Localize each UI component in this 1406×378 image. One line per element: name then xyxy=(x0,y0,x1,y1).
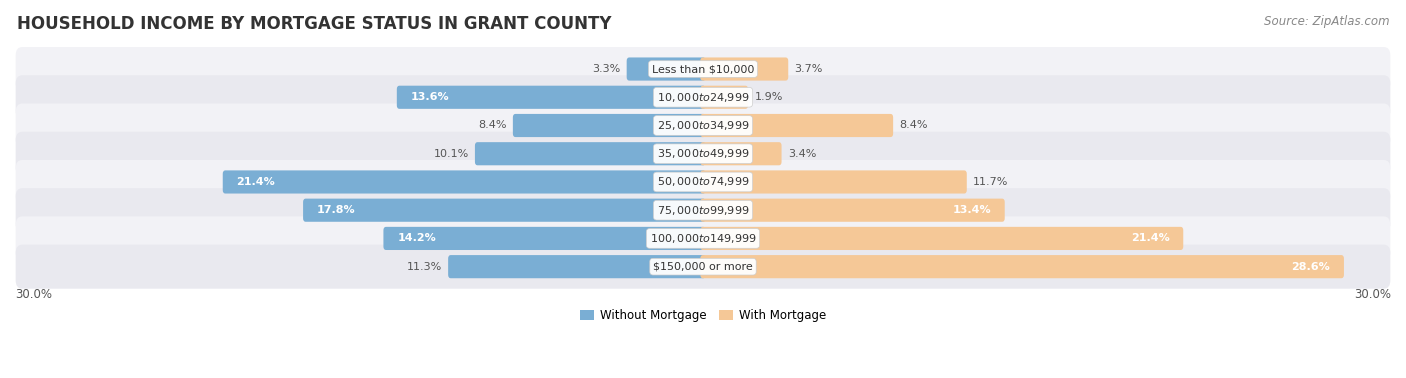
Text: Source: ZipAtlas.com: Source: ZipAtlas.com xyxy=(1264,15,1389,28)
Text: 1.9%: 1.9% xyxy=(755,92,783,102)
FancyBboxPatch shape xyxy=(700,198,1005,222)
Text: $100,000 to $149,999: $100,000 to $149,999 xyxy=(650,232,756,245)
Text: 3.7%: 3.7% xyxy=(794,64,823,74)
Text: 3.4%: 3.4% xyxy=(787,149,815,159)
FancyBboxPatch shape xyxy=(384,227,706,250)
FancyBboxPatch shape xyxy=(15,160,1391,204)
Text: $150,000 or more: $150,000 or more xyxy=(654,262,752,272)
Text: 11.7%: 11.7% xyxy=(973,177,1008,187)
Text: $25,000 to $34,999: $25,000 to $34,999 xyxy=(657,119,749,132)
FancyBboxPatch shape xyxy=(700,227,1184,250)
FancyBboxPatch shape xyxy=(700,57,789,81)
Text: 14.2%: 14.2% xyxy=(398,234,436,243)
Text: $10,000 to $24,999: $10,000 to $24,999 xyxy=(657,91,749,104)
Text: 13.6%: 13.6% xyxy=(411,92,450,102)
Text: 3.3%: 3.3% xyxy=(592,64,620,74)
FancyBboxPatch shape xyxy=(513,114,706,137)
FancyBboxPatch shape xyxy=(700,86,748,109)
FancyBboxPatch shape xyxy=(700,142,782,165)
FancyBboxPatch shape xyxy=(15,47,1391,91)
Text: $35,000 to $49,999: $35,000 to $49,999 xyxy=(657,147,749,160)
FancyBboxPatch shape xyxy=(222,170,706,194)
FancyBboxPatch shape xyxy=(700,114,893,137)
FancyBboxPatch shape xyxy=(700,255,1344,278)
Text: 11.3%: 11.3% xyxy=(406,262,441,272)
FancyBboxPatch shape xyxy=(700,170,967,194)
Text: 21.4%: 21.4% xyxy=(236,177,276,187)
Text: 10.1%: 10.1% xyxy=(433,149,468,159)
Text: 8.4%: 8.4% xyxy=(478,121,506,130)
Text: 17.8%: 17.8% xyxy=(316,205,356,215)
FancyBboxPatch shape xyxy=(15,132,1391,176)
FancyBboxPatch shape xyxy=(15,75,1391,119)
Text: 28.6%: 28.6% xyxy=(1291,262,1330,272)
FancyBboxPatch shape xyxy=(15,188,1391,232)
Text: $50,000 to $74,999: $50,000 to $74,999 xyxy=(657,175,749,189)
Text: 21.4%: 21.4% xyxy=(1130,234,1170,243)
Legend: Without Mortgage, With Mortgage: Without Mortgage, With Mortgage xyxy=(575,304,831,327)
Text: Less than $10,000: Less than $10,000 xyxy=(652,64,754,74)
FancyBboxPatch shape xyxy=(449,255,706,278)
Text: 8.4%: 8.4% xyxy=(900,121,928,130)
FancyBboxPatch shape xyxy=(475,142,706,165)
FancyBboxPatch shape xyxy=(396,86,706,109)
FancyBboxPatch shape xyxy=(627,57,706,81)
FancyBboxPatch shape xyxy=(15,217,1391,260)
Text: HOUSEHOLD INCOME BY MORTGAGE STATUS IN GRANT COUNTY: HOUSEHOLD INCOME BY MORTGAGE STATUS IN G… xyxy=(17,15,612,33)
FancyBboxPatch shape xyxy=(15,245,1391,289)
FancyBboxPatch shape xyxy=(15,104,1391,147)
Text: 13.4%: 13.4% xyxy=(952,205,991,215)
Text: $75,000 to $99,999: $75,000 to $99,999 xyxy=(657,204,749,217)
FancyBboxPatch shape xyxy=(304,198,706,222)
